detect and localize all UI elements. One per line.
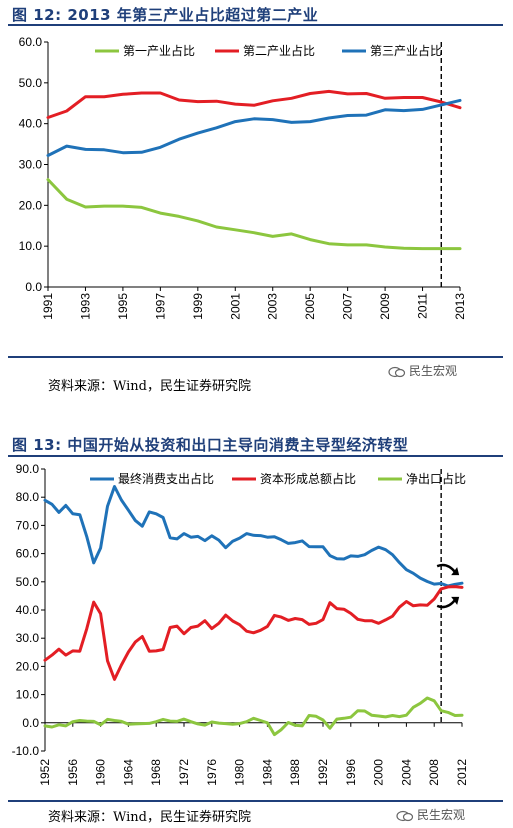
watermark-2-text: 民生宏观: [417, 808, 466, 822]
y-tick-label: 60.0: [19, 35, 43, 49]
y-tick-label: -10.0: [12, 744, 40, 758]
series-line-2: [46, 89, 462, 119]
figure-12-source: 资料来源：Wind，民生证券研究院: [48, 379, 251, 394]
series-line-2: [43, 585, 464, 681]
figure-13-title: 图 13: 中国开始从投资和出口主导向消费主导型经济转型: [12, 436, 409, 454]
x-tick-label: 1991: [41, 293, 55, 320]
legend-label-1: 第一产业占比: [123, 43, 195, 58]
y-tick-label: 70.0: [16, 518, 40, 532]
watermark-1: 民生宏观: [388, 362, 457, 379]
series-line-1: [46, 178, 462, 251]
series-line-3: [46, 98, 462, 157]
x-tick-label: 1964: [121, 759, 135, 786]
figure-12-bottom-rule: [8, 356, 503, 358]
arrow-top-head: [451, 567, 460, 576]
x-tick-label: 1984: [260, 759, 274, 786]
x-tick-label: 2005: [303, 293, 317, 320]
wechat-icon: [388, 366, 406, 377]
legend-label-2: 第二产业占比: [243, 43, 315, 58]
watermark-2: 民生宏观: [396, 806, 465, 823]
x-tick-label: 2004: [399, 759, 413, 786]
arrow-bottom-curve: [436, 599, 457, 609]
figure-12-top-rule: [8, 24, 503, 26]
x-tick-label: 2000: [372, 759, 386, 786]
x-tick-label: 2003: [266, 293, 280, 320]
x-tick-label: 1976: [205, 759, 219, 786]
figure-13-source: 资料来源：Wind，民生证券研究院: [48, 810, 251, 825]
y-tick-label: 10.0: [16, 688, 40, 702]
y-tick-label: 30.0: [19, 158, 43, 172]
x-tick-label: 1997: [153, 293, 167, 320]
y-tick-label: 10.0: [19, 239, 43, 253]
x-tick-label: 2007: [341, 293, 355, 320]
y-tick-label: 50.0: [16, 575, 40, 589]
y-tick-label: 50.0: [19, 76, 43, 90]
figure-13-top-rule: [8, 455, 503, 457]
series-line-3: [43, 696, 464, 737]
x-tick-label: 1992: [316, 759, 330, 786]
arrow-bottom-head: [451, 596, 460, 605]
x-tick-label: 2012: [455, 759, 469, 786]
y-tick-label: 90.0: [16, 462, 40, 476]
x-tick-label: 1995: [116, 293, 130, 320]
y-tick-label: 0.0: [25, 280, 42, 294]
legend-label-3: 第三产业占比: [370, 43, 442, 58]
x-tick-label: 2008: [427, 759, 441, 786]
x-tick-label: 1952: [38, 759, 52, 786]
wechat-icon: [396, 810, 414, 821]
series-line-1: [43, 485, 464, 588]
x-tick-label: 2009: [378, 293, 392, 320]
y-tick-label: 20.0: [16, 659, 40, 673]
y-tick-label: 0.0: [22, 716, 39, 730]
legend-label-1: 最终消费支出占比: [118, 471, 214, 486]
crossover-arrows: [436, 563, 460, 609]
figure-12-title: 图 12: 2013 年第三产业占比超过第二产业: [12, 6, 319, 24]
watermark-1-text: 民生宏观: [409, 364, 458, 378]
y-tick-label: 60.0: [16, 547, 40, 561]
x-tick-label: 1999: [191, 293, 205, 320]
x-tick-label: 1956: [66, 759, 80, 786]
x-tick-label: 1960: [94, 759, 108, 786]
chart-gdp-expenditure-share: -10.0 0.0 10.0 20.0 30.0 40.0 50.0 60.0 70.0 80.0…: [12, 462, 469, 786]
x-tick-label: 2001: [228, 293, 242, 320]
x-tick-label: 1972: [177, 759, 191, 786]
legend-label-3: 净出口占比: [406, 471, 466, 486]
y-tick-label: 40.0: [19, 117, 43, 131]
x-tick-label: 1996: [344, 759, 358, 786]
legend-label-2: 资本形成总额占比: [260, 471, 356, 486]
arrow-top-curve: [436, 563, 457, 573]
figure-13-bottom-rule: [8, 800, 503, 802]
x-tick-label: 1988: [288, 759, 302, 786]
chart-industry-share: 0.0 10.0 20.0 30.0 40.0 50.0 60.0 1991 1993 1995 1…: [19, 35, 467, 320]
x-tick-label: 2013: [453, 293, 467, 320]
y-tick-label: 20.0: [19, 198, 43, 212]
x-tick-label: 1968: [149, 759, 163, 786]
y-tick-label: 40.0: [16, 603, 40, 617]
x-tick-label: 2011: [416, 293, 430, 319]
y-tick-label: 80.0: [16, 490, 40, 504]
x-tick-label: 1993: [78, 293, 92, 320]
x-tick-label: 1980: [233, 759, 247, 786]
y-tick-label: 30.0: [16, 631, 40, 645]
